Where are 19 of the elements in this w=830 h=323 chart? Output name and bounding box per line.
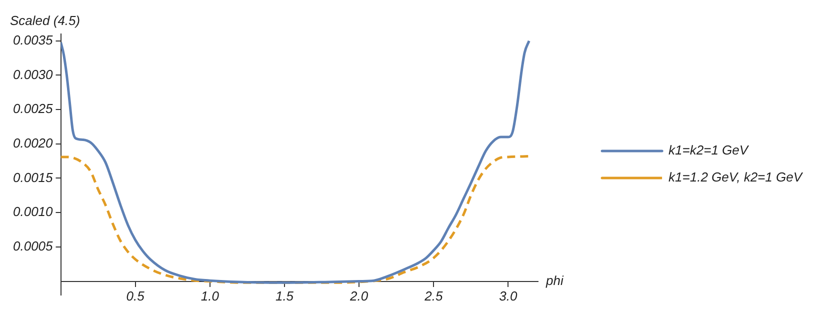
y-tick-label: 0.0005 — [12, 238, 54, 254]
legend-label: k1=1.2 GeV, k2=1 GeV — [668, 170, 804, 185]
x-tick-label: 2.5 — [424, 288, 444, 304]
x-axis-title: phi — [545, 272, 565, 288]
y-tick-label: 0.0010 — [12, 204, 54, 220]
y-tick-label: 0.0020 — [12, 136, 54, 151]
x-tick-label: 2.0 — [349, 288, 369, 304]
y-tick-label: 0.0015 — [12, 170, 54, 185]
line-series — [60, 40, 530, 284]
y-tick-label: 0.0035 — [12, 32, 54, 48]
y-tick-label: 0.0030 — [12, 66, 54, 82]
x-tick-label: 0.5 — [126, 288, 146, 304]
y-axis-title: Scaled (4.5) — [10, 13, 80, 28]
x-tick-label: 3.0 — [499, 288, 518, 304]
y-tick-label: 0.0025 — [12, 101, 54, 116]
line-series — [60, 155, 530, 284]
x-tick-label: 1.5 — [275, 288, 294, 304]
legend-label: k1=k2=1 GeV — [668, 142, 750, 158]
x-tick-label: 1.0 — [200, 288, 220, 304]
